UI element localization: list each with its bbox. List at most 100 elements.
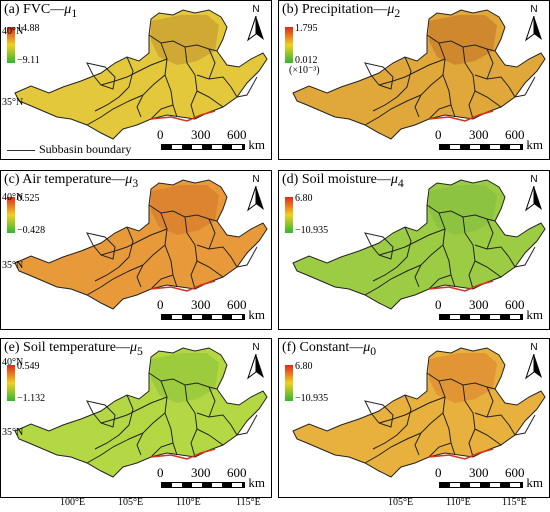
lon-label-115e-right: 115°E (502, 497, 527, 508)
subbasin-boundary (184, 46, 198, 120)
scale-unit-label: km (526, 307, 543, 322)
subbasin-boundary (474, 90, 502, 108)
scale-tick-label: 300 (469, 465, 489, 480)
river-highlight (150, 110, 216, 122)
subbasin-boundary (364, 400, 394, 428)
subbasin-boundary (208, 386, 216, 418)
basin-subregion-shade (151, 15, 219, 65)
legend-min-label: −10.935 (295, 393, 329, 404)
scale-tick-label: 0 (435, 465, 442, 480)
basin-area (292, 179, 546, 310)
scale-bar: 0 300 600 km (433, 465, 543, 495)
panel-title: (c) Air temperature—μ3 (4, 172, 138, 190)
subbasin-boundary (428, 274, 452, 290)
panel-title-mu: μ (390, 172, 398, 187)
basin-map (292, 9, 546, 140)
scale-tick-label: 0 (435, 297, 442, 312)
lat-label-40n-row3: 40°N (2, 357, 24, 368)
basin-map (14, 9, 268, 140)
lat-label-40n-row1: 40°N (2, 26, 24, 37)
basin-subregion-shade (429, 353, 497, 403)
basin-area (14, 9, 268, 140)
scale-tick-label: 600 (227, 127, 247, 142)
subbasin-boundary (372, 394, 412, 450)
subbasin-boundary (378, 228, 446, 256)
north-arrow-icon: N (245, 4, 267, 44)
subbasin-boundary (438, 42, 456, 118)
subbasin-boundary (86, 400, 116, 428)
subbasin-boundary (160, 380, 178, 456)
map-panel: (a) FVC—μ1 14.88 −9.11 N 0 300 600 km Subbasin b… (0, 0, 272, 160)
subbasin-boundary (196, 260, 224, 278)
legend-max-label: 0.525 (17, 193, 40, 204)
scale-tick-label: 0 (157, 127, 164, 142)
subbasin-boundary (86, 232, 116, 260)
subbasin-boundary (150, 274, 174, 290)
scale-tick-label: 300 (469, 127, 489, 142)
subbasin-boundary (94, 394, 134, 450)
north-label: N (252, 4, 260, 15)
lat-label-35n-row2: 35°N (2, 260, 24, 271)
basin-map (14, 347, 268, 478)
subbasin-boundary (372, 226, 412, 282)
scale-tick-label: 300 (191, 297, 211, 312)
scale-bar: 0 300 600 km (433, 297, 543, 327)
basin-subregion-shade (429, 15, 497, 65)
basin-subregion-shade (429, 185, 497, 235)
north-arrow-icon: N (523, 174, 545, 214)
subbasin-boundary (94, 56, 134, 112)
subbasin-boundary (94, 226, 134, 282)
legend-max-label: 6.80 (295, 193, 313, 204)
scale-bar-graphic (161, 144, 245, 150)
legend-unit-label: (×10⁻³) (289, 65, 320, 76)
subbasin-boundary (184, 216, 198, 290)
north-arrow-icon: N (245, 342, 267, 382)
scale-tick-label: 0 (435, 127, 442, 142)
river-highlight (150, 448, 216, 460)
panel-title: (a) FVC—μ1 (4, 2, 77, 20)
subbasin-boundary (514, 414, 536, 436)
basin-map (292, 179, 546, 310)
panel-title-mu: μ (125, 172, 133, 187)
basin-area (14, 347, 268, 478)
basin-map (292, 347, 546, 478)
map-panel: (b) Precipitation—μ2 1.795 0.012 (×10⁻³) N 0 3… (278, 0, 550, 160)
scale-unit-label: km (526, 137, 543, 152)
subbasin-boundary (474, 74, 516, 98)
subbasin-boundary (196, 74, 238, 98)
subbasin-boundary (196, 412, 238, 436)
panel-title-mu: μ (387, 2, 395, 17)
map-panel: (e) Soil temperature—μ5 0.549 −1.132 N 0 300 6… (0, 338, 272, 498)
panel-title-text: (e) Soil temperature— (4, 340, 130, 355)
subbasin-legend: Subbasin boundary (7, 142, 131, 157)
river-highlight (428, 110, 494, 122)
subbasin-boundary (160, 42, 178, 118)
lat-label-35n-row3: 35°N (2, 427, 24, 438)
basin-map (14, 179, 268, 310)
panel-title: (b) Precipitation—μ2 (282, 2, 400, 20)
subbasin-boundary (462, 46, 476, 120)
scale-unit-label: km (248, 307, 265, 322)
north-label: N (530, 342, 538, 353)
map-panel: (c) Air temperature—μ3 0.525 −0.428 N 0 300 60… (0, 170, 272, 330)
subbasin-boundary (196, 428, 224, 446)
river-highlight (150, 280, 216, 292)
scale-bar-graphic (161, 314, 245, 320)
scale-tick-label: 600 (227, 297, 247, 312)
panel-title-text: (c) Air temperature— (4, 172, 126, 187)
scale-tick-label: 0 (157, 465, 164, 480)
scale-bar-graphic (439, 482, 523, 488)
subbasin-boundary (378, 58, 446, 86)
color-legend-bar (285, 197, 293, 233)
subbasin-boundary (236, 414, 258, 436)
subbasin-boundary (514, 246, 536, 268)
scale-unit-label: km (526, 475, 543, 490)
legend-max-label: 6.80 (295, 361, 313, 372)
legend-max-label: 14.88 (17, 23, 40, 34)
subbasin-boundary (438, 380, 456, 456)
scale-tick-label: 300 (191, 465, 211, 480)
basin-subregion-shade (151, 185, 219, 235)
subbasin-boundary (428, 442, 452, 458)
panel-title-mu: μ (129, 340, 137, 355)
subbasin-boundary (100, 228, 168, 256)
